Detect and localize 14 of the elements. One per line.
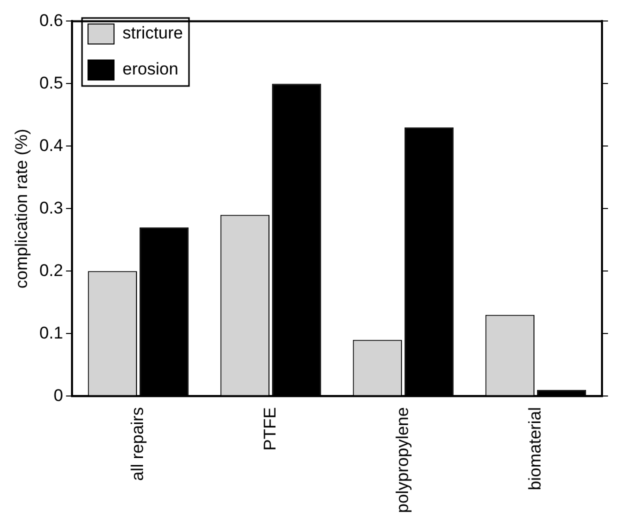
x-tick-label: polypropylene	[392, 407, 412, 514]
y-axis-title: complication rate (%)	[12, 128, 31, 289]
y-tick-label: 0.1	[39, 323, 64, 342]
x-tick-label: all repairs	[128, 407, 147, 481]
y-tick-label: 0.2	[39, 260, 64, 280]
y-tick-label: 0.4	[39, 136, 64, 155]
y-tick-label: 0	[54, 386, 64, 405]
legend-label: stricture	[122, 24, 183, 43]
y-tick-label: 0.6	[39, 10, 64, 30]
legend-label: erosion	[122, 60, 178, 79]
y-tick-label: 0.5	[39, 73, 64, 92]
x-tick-label: PTFE	[260, 407, 280, 451]
y-tick-label: 0.3	[39, 198, 64, 218]
x-tick-label: biomaterial	[525, 407, 544, 490]
